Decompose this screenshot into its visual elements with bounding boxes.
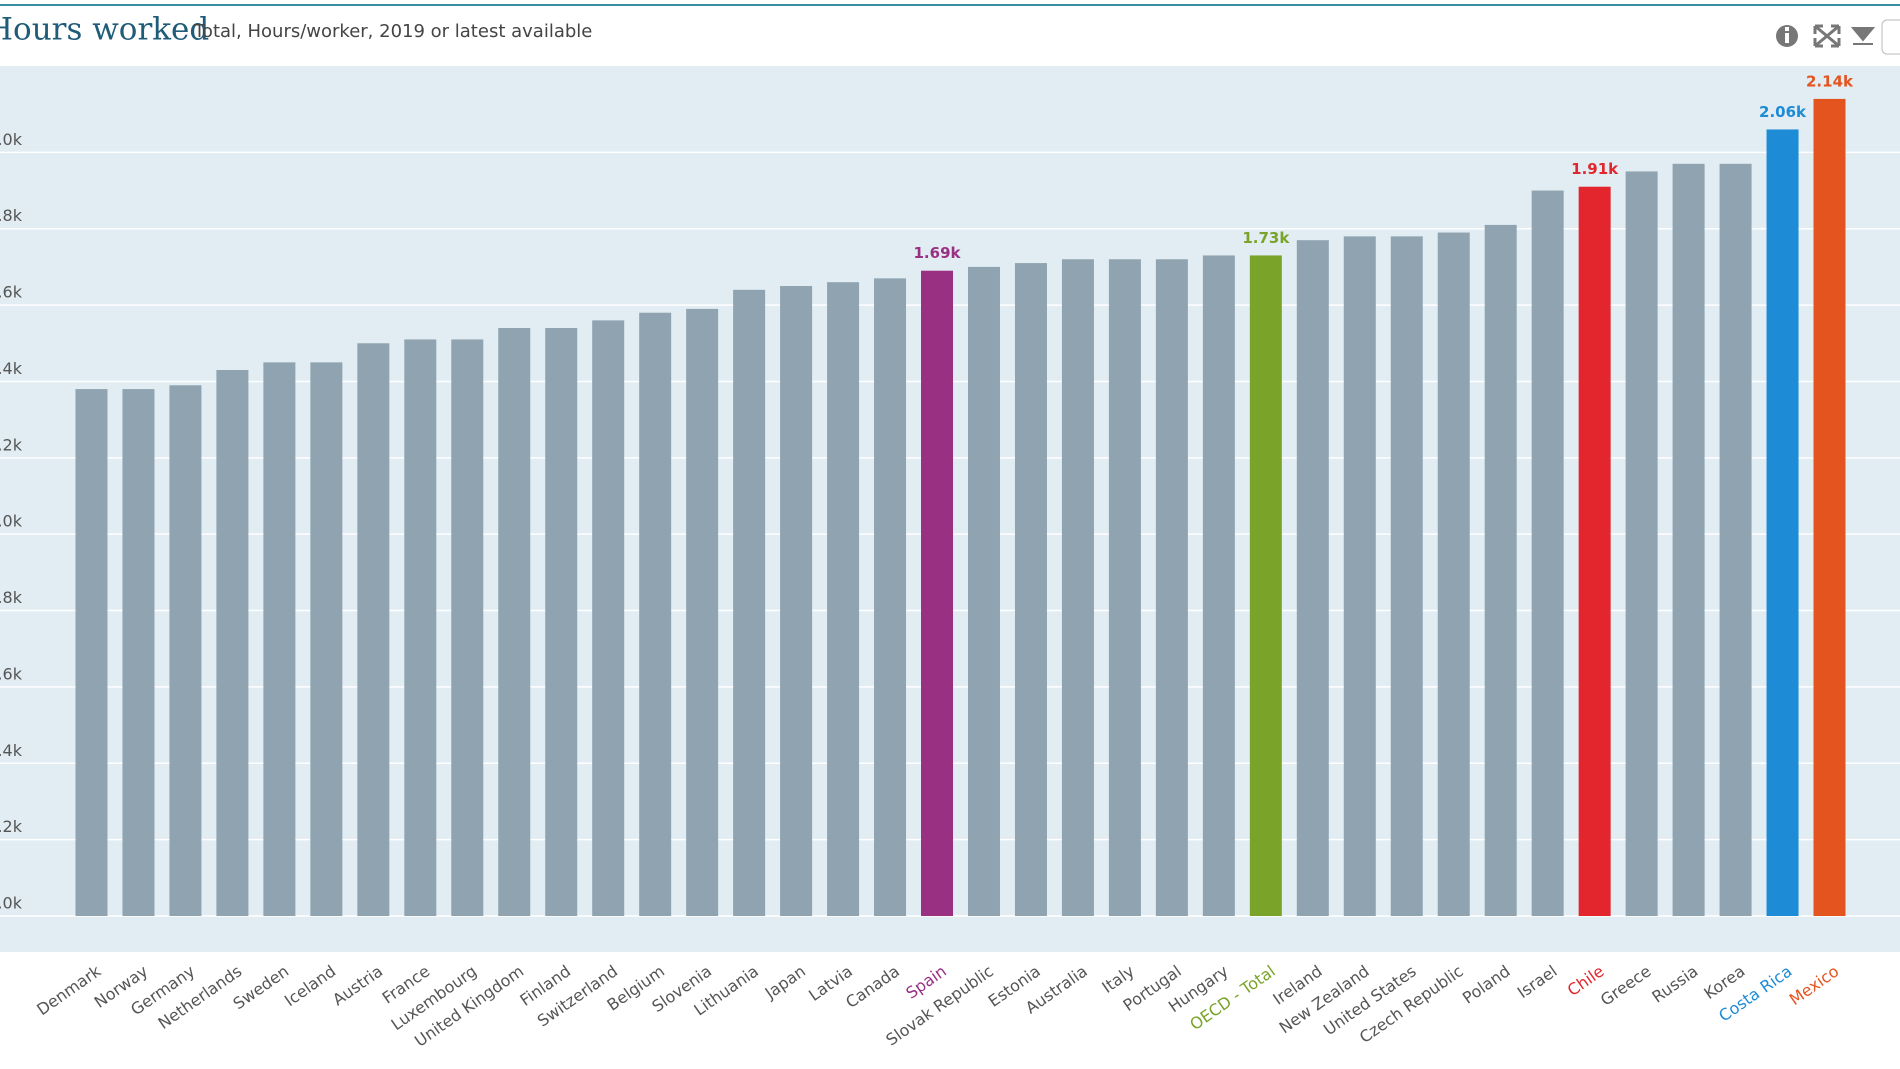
value-label: 1.69k xyxy=(914,244,962,262)
value-label: 1.91k xyxy=(1571,160,1619,178)
bar xyxy=(967,266,1000,917)
toolbar xyxy=(1776,19,1900,55)
bar xyxy=(1766,129,1799,917)
info-glyph xyxy=(1785,27,1789,31)
bar xyxy=(310,362,343,916)
bar xyxy=(780,286,813,916)
bar xyxy=(1813,98,1846,917)
bar xyxy=(1108,259,1141,917)
bar xyxy=(357,343,390,917)
chart-title: Hours worked xyxy=(0,12,209,48)
info-glyph xyxy=(1785,33,1789,43)
bar xyxy=(75,389,108,916)
bar xyxy=(874,278,907,916)
bar xyxy=(1061,259,1094,917)
bar xyxy=(1625,171,1658,917)
bar xyxy=(1578,186,1611,916)
bar xyxy=(1296,240,1329,916)
y-tick-label: 1.2k xyxy=(0,435,23,454)
bar xyxy=(451,339,484,916)
bar xyxy=(1531,190,1564,916)
bar xyxy=(921,270,954,916)
y-tick-label: 1.6k xyxy=(0,283,23,302)
y-tick-label: 0.6k xyxy=(0,664,23,683)
y-tick-label: 1.0k xyxy=(0,512,23,531)
chart-subtitle: Total, Hours/worker, 2019 or latest avai… xyxy=(193,21,592,42)
y-tick-label: 0.8k xyxy=(0,588,23,607)
bar xyxy=(592,320,625,916)
menu-button[interactable] xyxy=(1881,19,1900,55)
bar xyxy=(1343,236,1376,916)
bar xyxy=(827,282,860,916)
value-label: 1.73k xyxy=(1242,229,1290,247)
bar xyxy=(1155,259,1188,917)
bar xyxy=(733,289,766,916)
y-tick-label: 0.2k xyxy=(0,817,23,836)
bar xyxy=(169,385,202,917)
download-icon[interactable] xyxy=(1850,27,1876,45)
bar xyxy=(1484,224,1517,917)
bar xyxy=(122,389,155,916)
bar xyxy=(1202,255,1235,917)
y-tick-label: 1.4k xyxy=(0,359,23,378)
value-label: 2.14k xyxy=(1806,72,1854,90)
value-label: 2.06k xyxy=(1759,103,1807,121)
y-tick-label: 0.0k xyxy=(0,894,23,913)
bar xyxy=(1719,163,1752,916)
bar xyxy=(1437,232,1470,916)
bar xyxy=(1390,236,1423,916)
bar xyxy=(639,312,672,916)
fullscreen-icon[interactable] xyxy=(1813,24,1841,48)
bar xyxy=(404,339,437,916)
y-tick-label: 0.4k xyxy=(0,741,23,760)
bar xyxy=(498,328,531,916)
bar xyxy=(1672,163,1705,916)
bar xyxy=(1249,255,1282,917)
bar xyxy=(263,362,296,916)
bar xyxy=(545,328,578,916)
bar xyxy=(686,308,719,917)
bar xyxy=(1014,263,1047,916)
y-tick-label: 2.0k xyxy=(0,130,23,149)
y-tick-label: 1.8k xyxy=(0,206,23,225)
bar xyxy=(216,370,249,916)
